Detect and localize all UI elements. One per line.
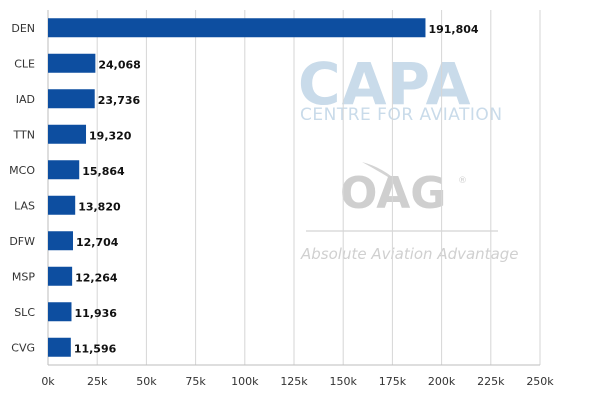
x-tick-label: 250k	[526, 375, 554, 388]
x-tick-label: 25k	[87, 375, 108, 388]
x-tick-label: 200k	[428, 375, 456, 388]
category-label: SLC	[14, 306, 35, 319]
grid-lines	[47, 10, 541, 366]
capa-watermark: CAPA CENTRE FOR AVIATION	[298, 50, 503, 125]
bar-cle	[48, 53, 96, 73]
category-label: MCO	[9, 164, 35, 177]
value-label: 191,804	[428, 23, 478, 36]
category-label: TTN	[13, 128, 35, 141]
bar-cvg	[48, 337, 71, 357]
oag-logo-subtitle: Absolute Aviation Advantage	[300, 245, 519, 263]
bar-slc	[48, 302, 72, 322]
bar-dfw	[48, 231, 74, 251]
category-label: IAD	[16, 93, 35, 106]
x-tick-label: 50k	[136, 375, 157, 388]
bar-den	[48, 18, 426, 38]
value-label: 24,068	[98, 58, 140, 71]
value-labels: 191,804 24,068 23,736 19,320 15,864 13,820 12,…	[74, 23, 479, 356]
value-label: 12,264	[75, 271, 118, 284]
value-label: 11,596	[74, 342, 117, 355]
bar-iad	[48, 89, 95, 109]
category-labels: DEN CLE IAD TTN MCO LAS DFW MSP SLC CVG	[9, 22, 35, 355]
category-label: MSP	[12, 270, 35, 283]
x-tick-label: 150k	[330, 375, 358, 388]
x-axis-tick-labels: 0k 25k 50k 75k 100k 125k 150k 175k 200k 225k 250k	[41, 375, 554, 388]
bar-ttn	[48, 124, 87, 144]
x-tick-label: 0k	[41, 375, 55, 388]
capa-logo-subtitle: CENTRE FOR AVIATION	[300, 105, 503, 125]
value-label: 19,320	[89, 129, 132, 142]
value-label: 12,704	[76, 236, 119, 249]
bars	[48, 18, 426, 357]
value-label: 23,736	[98, 94, 141, 107]
value-label: 15,864	[82, 165, 125, 178]
category-label: DFW	[9, 235, 35, 248]
value-label: 13,820	[78, 200, 121, 213]
bar-mco	[48, 160, 80, 180]
x-tick-label: 175k	[379, 375, 407, 388]
value-label: 11,936	[74, 307, 117, 320]
x-tick-label: 125k	[280, 375, 308, 388]
category-label: LAS	[14, 199, 35, 212]
category-label: DEN	[11, 22, 35, 35]
oag-watermark: OAG ® Absolute Aviation Advantage	[300, 162, 519, 263]
bar-msp	[48, 266, 73, 286]
oag-logo-text: OAG	[340, 168, 446, 219]
category-label: CLE	[14, 57, 35, 70]
category-label: CVG	[11, 341, 35, 354]
x-tick-label: 225k	[477, 375, 505, 388]
bar-las	[48, 195, 76, 215]
oag-registered-mark: ®	[458, 176, 467, 186]
x-tick-label: 100k	[231, 375, 259, 388]
x-tick-label: 75k	[185, 375, 206, 388]
